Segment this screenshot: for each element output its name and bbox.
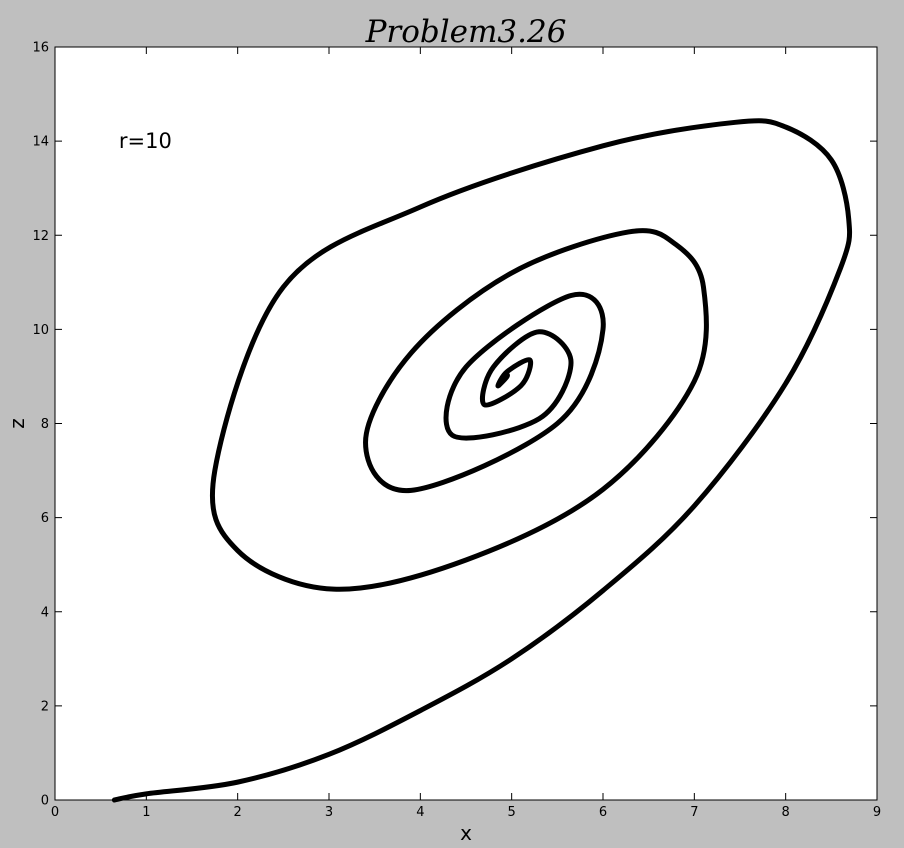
y-tick-labels: 0 2 4 6 8 10 12 14 16 xyxy=(32,41,49,809)
x-tick-label: 5 xyxy=(508,805,516,820)
x-tick-label: 1 xyxy=(142,805,150,820)
y-tick-label: 2 xyxy=(41,699,49,714)
plot-frame xyxy=(54,46,878,801)
trajectory-line xyxy=(111,118,853,803)
y-axis-label: z xyxy=(5,418,29,429)
x-tick-label: 6 xyxy=(599,805,607,820)
y-tick-label: 12 xyxy=(32,229,49,244)
plot-area xyxy=(55,47,877,800)
y-tick-label: 6 xyxy=(41,511,49,526)
y-tick-label: 10 xyxy=(32,323,49,338)
x-tick-label: 9 xyxy=(873,805,881,820)
x-tick-label: 4 xyxy=(416,805,424,820)
y-tick-label: 0 xyxy=(41,794,49,809)
annotation-r-value: r=10 xyxy=(119,129,172,153)
y-tick-label: 14 xyxy=(32,135,49,150)
x-tick-label: 2 xyxy=(234,805,242,820)
x-tick-label: 8 xyxy=(782,805,790,820)
x-tick-labels: 0 1 2 3 4 5 6 7 8 9 xyxy=(51,805,881,820)
y-tick-label: 4 xyxy=(41,605,49,620)
x-axis-label: x xyxy=(460,821,472,845)
chart-title: Problem3.26 xyxy=(365,14,567,50)
y-tick-label: 16 xyxy=(32,41,49,56)
x-tick-label: 0 xyxy=(51,805,59,820)
y-tick-label: 8 xyxy=(41,417,49,432)
x-tick-label: 3 xyxy=(325,805,333,820)
x-tick-label: 7 xyxy=(690,805,698,820)
